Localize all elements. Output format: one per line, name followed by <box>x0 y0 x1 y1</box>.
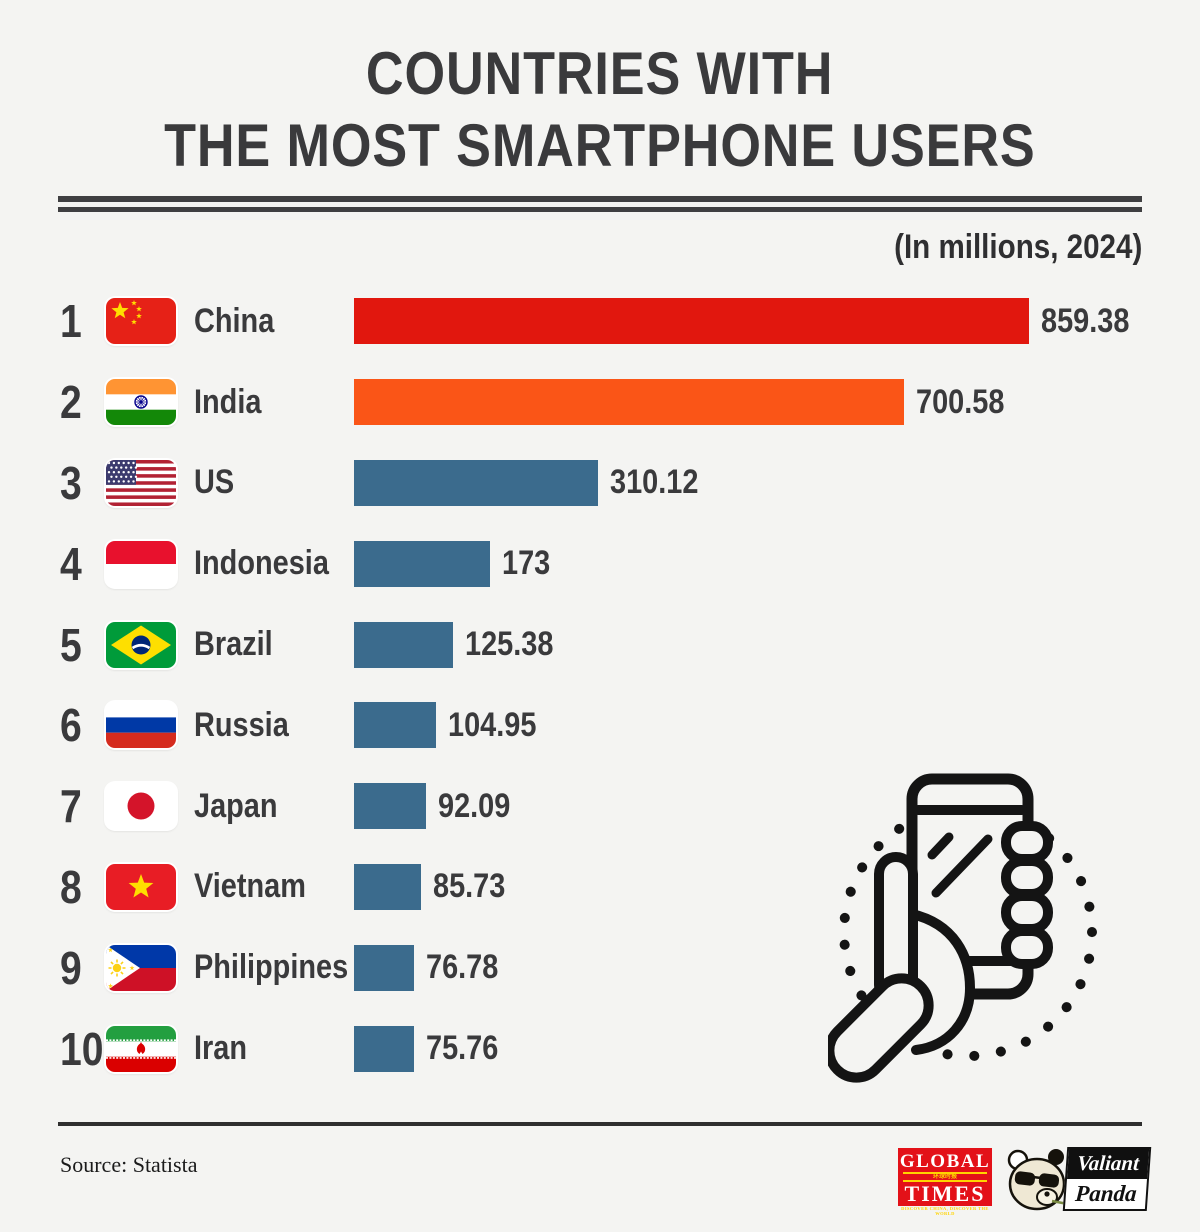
valiant-panda-logo: Valiant Panda <box>1003 1143 1152 1215</box>
global-times-logo: GLOBAL 环球时报 TIMES DISCOVER CHINA, DISCOV… <box>898 1148 992 1215</box>
panda-icon <box>1007 1149 1074 1211</box>
panda-text: Panda <box>1074 1181 1138 1206</box>
chart-row: 8 Vietnam 85.73 <box>60 847 1142 928</box>
rank-label: 1 <box>60 295 82 348</box>
bar-value-label: 85.73 <box>433 867 506 906</box>
chart-row: 1 China 859.38 <box>60 281 1142 362</box>
title-line-1: COUNTRIES WITH <box>366 40 834 107</box>
bar-value-label: 104.95 <box>448 705 537 744</box>
country-name: Philippines <box>194 948 349 987</box>
country-name: China <box>194 301 275 340</box>
bar-value-label: 173 <box>501 544 551 583</box>
flag-iran-icon <box>106 1025 176 1072</box>
bar-value-label: 75.76 <box>425 1029 498 1068</box>
flag-china-icon <box>106 298 176 345</box>
chart-row: 6 Russia 104.95 <box>60 685 1142 766</box>
country-name: Japan <box>194 786 278 825</box>
screen-shine-short <box>927 832 954 860</box>
bar <box>354 621 453 668</box>
flag-russia-icon <box>106 702 176 749</box>
screen-shine-long <box>931 834 993 898</box>
rank-label: 2 <box>60 376 82 429</box>
title-line-2: THE MOST SMARTPHONE USERS <box>164 112 1036 179</box>
rank-label: 5 <box>60 618 82 671</box>
flag-brazil-icon <box>106 621 176 668</box>
country-name: Indonesia <box>194 544 329 583</box>
country-name: Russia <box>194 705 289 744</box>
flag-us-icon <box>106 459 176 506</box>
finger-4 <box>1001 926 1053 969</box>
bar <box>354 540 490 587</box>
bar-value-label: 310.12 <box>609 463 698 502</box>
chart-row: 10 Iran 75.76 <box>60 1008 1142 1089</box>
bar <box>354 298 1029 345</box>
bar-value-label: 125.38 <box>464 625 553 664</box>
rank-label: 4 <box>60 537 82 590</box>
global-times-line2: TIMES <box>904 1181 986 1206</box>
chart-row: 7 Japan 92.09 <box>60 766 1142 847</box>
chart-row: 9 Philippines 76.78 <box>60 927 1142 1008</box>
rank-label: 6 <box>60 699 82 752</box>
flag-indonesia-icon <box>106 540 176 587</box>
rank-label: 8 <box>60 860 82 913</box>
country-name: US <box>194 463 235 502</box>
flag-japan-icon <box>106 783 176 830</box>
title-divider <box>58 196 1142 212</box>
finger-2 <box>1001 856 1053 899</box>
chart-unit-label: (In millions, 2024) <box>893 228 1142 266</box>
dotted-circle <box>839 803 1097 1061</box>
country-name: India <box>194 382 262 421</box>
bar-value-label: 92.09 <box>438 786 511 825</box>
page-title: COUNTRIES WITH THE MOST SMARTPHONE USERS <box>0 38 1200 182</box>
rank-label: 7 <box>60 780 82 833</box>
rank-label: 9 <box>60 941 82 994</box>
bar <box>354 459 598 506</box>
bar <box>354 379 905 426</box>
finger-3 <box>1001 891 1053 934</box>
footer-divider <box>58 1122 1142 1126</box>
source-label: Source: Statista <box>60 1152 198 1177</box>
hand-holding-smartphone-icon <box>828 773 1097 1083</box>
global-times-masthead-cn: 环球时报 <box>903 1172 987 1182</box>
country-name: Iran <box>194 1029 248 1068</box>
flag-vietnam-icon <box>106 863 176 910</box>
valiant-panda-wordmark: Valiant Panda <box>1062 1147 1152 1211</box>
bar <box>354 944 415 991</box>
bar-chart: 1 China 859.38 2 India 700.58 3 US 310.1… <box>60 281 1142 1089</box>
bar <box>354 863 422 910</box>
global-times-tagline: DISCOVER CHINA, DISCOVER THE WORLD <box>901 1206 989 1216</box>
rank-label: 3 <box>60 456 82 509</box>
global-times-line1: GLOBAL <box>899 1151 991 1172</box>
bar <box>354 783 427 830</box>
country-name: Vietnam <box>194 867 306 906</box>
bar-value-label: 76.78 <box>426 948 499 987</box>
chart-row: 5 Brazil 125.38 <box>60 604 1142 685</box>
wrist-cuff <box>828 973 934 1083</box>
flag-philippines-icon <box>106 944 176 991</box>
valiant-text: Valiant <box>1067 1149 1150 1179</box>
chart-row: 3 US 310.12 <box>60 443 1142 524</box>
flag-india-icon <box>106 379 176 426</box>
chart-row: 2 India 700.58 <box>60 362 1142 443</box>
bar-value-label: 700.58 <box>916 382 1005 421</box>
rank-label: 10 <box>60 1022 104 1075</box>
finger-1 <box>1001 821 1053 864</box>
bar-value-label: 859.38 <box>1041 301 1130 340</box>
bar <box>354 702 437 749</box>
bar <box>354 1025 414 1072</box>
country-name: Brazil <box>194 625 273 664</box>
chart-row: 4 Indonesia 173 <box>60 523 1142 604</box>
